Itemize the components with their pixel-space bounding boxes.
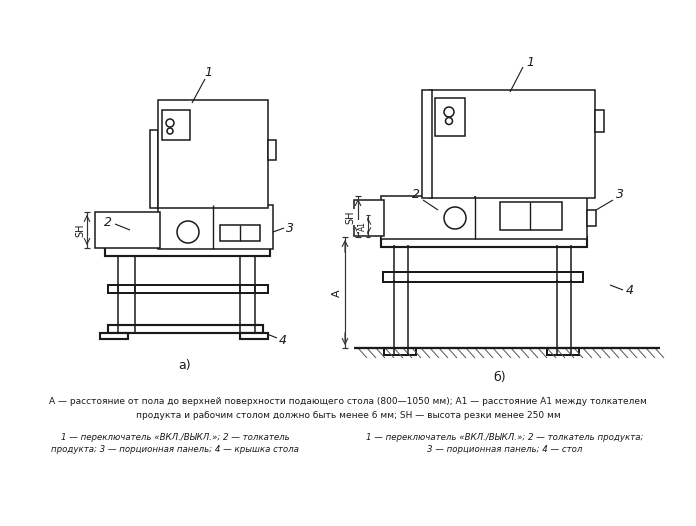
Bar xyxy=(95,212,160,248)
Text: а): а) xyxy=(179,359,191,371)
Text: 3 — порционная панель; 4 — стол: 3 — порционная панель; 4 — стол xyxy=(427,446,583,454)
Bar xyxy=(158,205,273,249)
Text: б): б) xyxy=(493,371,506,385)
Circle shape xyxy=(166,119,174,127)
Bar xyxy=(158,100,268,208)
Text: продукта; 3 — порционная панель; 4 — крышка стола: продукта; 3 — порционная панель; 4 — кры… xyxy=(51,446,299,454)
Text: 4: 4 xyxy=(279,333,287,347)
Circle shape xyxy=(445,117,452,125)
Bar xyxy=(381,237,587,247)
Text: 2: 2 xyxy=(412,188,420,201)
Circle shape xyxy=(167,128,173,134)
Text: 1 — переключатель «ВКЛ./ВЫКЛ.»; 2 — толкатель: 1 — переключатель «ВКЛ./ВЫКЛ.»; 2 — толк… xyxy=(61,433,290,442)
Bar xyxy=(240,333,268,339)
Bar xyxy=(162,110,190,140)
Bar xyxy=(500,202,562,230)
Bar xyxy=(384,348,416,355)
Bar xyxy=(105,247,270,256)
Text: 1 — переключатель «ВКЛ./ВЫКЛ.»; 2 — толкатель продукта;: 1 — переключатель «ВКЛ./ВЫКЛ.»; 2 — толк… xyxy=(366,433,644,442)
Bar xyxy=(383,272,583,282)
Text: SH: SH xyxy=(75,223,85,237)
Text: 1: 1 xyxy=(204,66,212,79)
Bar xyxy=(354,200,384,236)
Text: А — расстояние от пола до верхней поверхности подающего стола (800—1050 мм); А1 : А — расстояние от пола до верхней поверх… xyxy=(49,398,647,407)
Text: SH: SH xyxy=(345,210,355,224)
Circle shape xyxy=(444,107,454,117)
Bar xyxy=(435,98,465,136)
Bar xyxy=(220,225,260,241)
Bar xyxy=(108,325,263,333)
Bar xyxy=(268,140,276,160)
Text: А: А xyxy=(332,289,342,297)
Text: А1: А1 xyxy=(358,221,367,231)
Bar xyxy=(430,90,595,198)
Text: 3: 3 xyxy=(616,188,624,201)
Bar xyxy=(150,130,158,208)
Bar xyxy=(381,196,587,239)
Bar xyxy=(422,90,432,198)
Bar xyxy=(100,333,128,339)
Bar xyxy=(108,285,268,293)
Bar xyxy=(595,110,604,132)
Text: 3: 3 xyxy=(286,221,294,235)
Circle shape xyxy=(444,207,466,229)
Bar xyxy=(587,210,596,226)
Circle shape xyxy=(177,221,199,243)
Text: продукта и рабочим столом должно быть менее 6 мм; SH — высота резки менее 250 мм: продукта и рабочим столом должно быть ме… xyxy=(136,410,560,420)
Text: 1: 1 xyxy=(526,56,534,68)
Bar xyxy=(547,348,579,355)
Text: 4: 4 xyxy=(626,284,634,297)
Text: 2: 2 xyxy=(104,216,112,228)
